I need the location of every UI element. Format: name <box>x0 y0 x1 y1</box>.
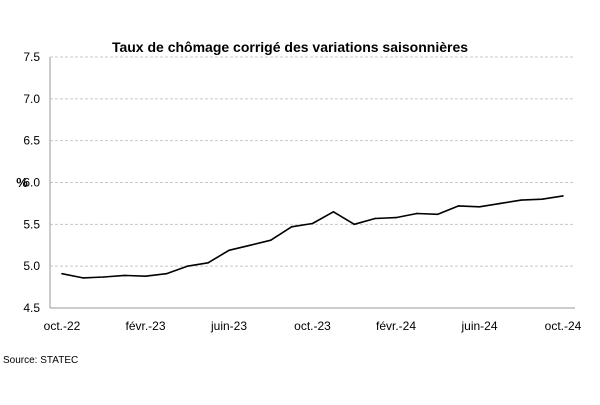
data-point <box>395 216 397 219</box>
data-point <box>144 275 147 278</box>
y-tick-label: 7.0 <box>23 92 40 106</box>
data-point <box>457 205 460 207</box>
data-point <box>249 244 251 247</box>
gridlines <box>50 56 575 267</box>
data-point <box>499 202 502 205</box>
y-tick-label: 5.5 <box>23 217 40 231</box>
y-tick-label: 7.5 <box>23 50 40 64</box>
y-tick-label: 6.5 <box>23 134 40 148</box>
y-axis-label: % <box>16 175 28 190</box>
data-point <box>102 276 105 278</box>
x-tick-label: oct.-22 <box>44 319 81 333</box>
series-group <box>61 195 564 279</box>
data-point <box>82 277 84 279</box>
data-point <box>353 223 356 226</box>
x-tick-label: oct.-23 <box>294 319 331 333</box>
data-point <box>61 272 63 275</box>
data-point <box>332 210 335 213</box>
data-point <box>478 205 481 208</box>
y-tick-label: 5.0 <box>23 259 40 273</box>
data-point <box>541 198 543 201</box>
x-tick-label: févr.-23 <box>125 319 165 333</box>
data-point <box>520 199 523 201</box>
data-point <box>436 213 439 216</box>
x-tick-label: juin-24 <box>460 319 497 333</box>
x-tick-labels: oct.-22 févr.-23 juin-23 oct.-23 févr.-24 jui… <box>44 319 582 333</box>
x-tick-label: févr.-24 <box>376 319 416 333</box>
data-point <box>374 217 376 220</box>
y-tick-label: 4.5 <box>23 301 40 315</box>
series-line <box>61 195 564 279</box>
x-tick-label: oct.-24 <box>545 319 582 333</box>
chart-title: Taux de chômage corrigé des variations s… <box>112 39 468 55</box>
data-point <box>207 262 209 264</box>
data-point <box>186 265 189 267</box>
source-note: Source: STATEC <box>3 355 79 366</box>
x-tick-label: juin-23 <box>210 319 247 333</box>
data-point <box>290 226 293 228</box>
data-point <box>416 212 418 215</box>
data-point <box>311 222 314 225</box>
axes <box>49 57 575 309</box>
data-point <box>165 272 168 275</box>
data-point <box>269 239 272 242</box>
data-point <box>228 249 230 252</box>
data-point <box>562 195 564 197</box>
data-point <box>123 274 126 277</box>
y-tick-labels: 4.5 5.0 5.5 6.0 6.5 7.0 7.5 <box>23 50 40 315</box>
y-tick-label: 6.0 <box>23 176 40 190</box>
